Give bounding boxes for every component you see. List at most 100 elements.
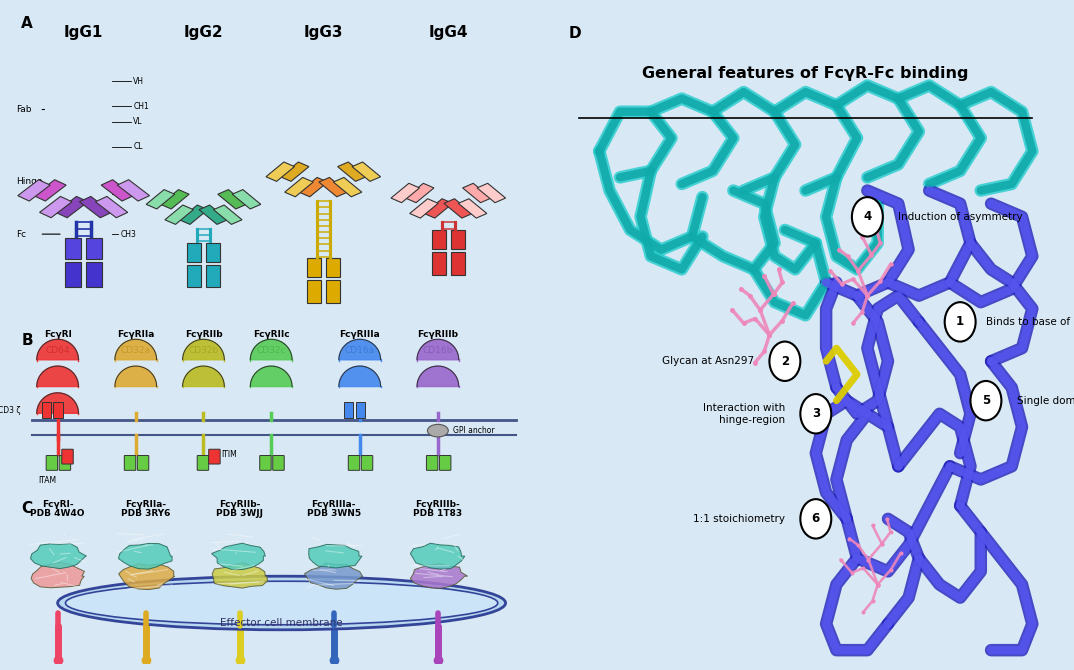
Text: FcγRIIb-: FcγRIIb- xyxy=(219,500,261,509)
Polygon shape xyxy=(183,366,224,387)
FancyBboxPatch shape xyxy=(260,456,271,470)
Polygon shape xyxy=(409,199,438,218)
Polygon shape xyxy=(115,366,157,387)
Polygon shape xyxy=(391,184,420,202)
Polygon shape xyxy=(40,196,72,218)
FancyBboxPatch shape xyxy=(426,456,438,470)
Text: D: D xyxy=(568,26,581,42)
Polygon shape xyxy=(56,196,88,218)
Polygon shape xyxy=(212,543,265,570)
Text: CL: CL xyxy=(133,143,143,151)
Text: A: A xyxy=(21,16,33,31)
Polygon shape xyxy=(410,543,465,569)
Text: Hinge: Hinge xyxy=(16,177,43,186)
Polygon shape xyxy=(432,230,446,249)
FancyBboxPatch shape xyxy=(46,456,58,470)
FancyBboxPatch shape xyxy=(439,456,451,470)
Text: FcγRI-: FcγRI- xyxy=(42,500,73,509)
Polygon shape xyxy=(165,205,193,224)
Polygon shape xyxy=(33,180,67,201)
Polygon shape xyxy=(183,339,224,360)
Polygon shape xyxy=(79,196,112,218)
Text: CD64: CD64 xyxy=(45,346,70,354)
Polygon shape xyxy=(161,190,189,209)
Text: PDB 1T83: PDB 1T83 xyxy=(413,509,463,517)
Circle shape xyxy=(800,499,831,539)
Text: FcγRIIIa: FcγRIIIa xyxy=(339,330,380,339)
Polygon shape xyxy=(199,205,228,224)
Text: IgG4: IgG4 xyxy=(429,25,468,40)
Polygon shape xyxy=(86,238,102,259)
Polygon shape xyxy=(31,562,85,588)
Polygon shape xyxy=(101,180,133,201)
Polygon shape xyxy=(115,339,157,360)
Polygon shape xyxy=(444,199,473,218)
FancyBboxPatch shape xyxy=(62,449,73,464)
Text: FcγRIIa: FcγRIIa xyxy=(117,330,155,339)
Polygon shape xyxy=(187,265,201,287)
Text: 1: 1 xyxy=(956,316,964,328)
Text: Fc: Fc xyxy=(16,230,26,239)
FancyBboxPatch shape xyxy=(137,456,149,470)
Text: PDB 3WJJ: PDB 3WJJ xyxy=(217,509,263,517)
FancyBboxPatch shape xyxy=(59,456,71,470)
FancyBboxPatch shape xyxy=(273,456,285,470)
Text: Fab: Fab xyxy=(16,105,31,114)
Polygon shape xyxy=(432,252,446,275)
Polygon shape xyxy=(266,162,294,182)
Text: FcγRIIb: FcγRIIb xyxy=(185,330,222,339)
Text: FcγRIIa-: FcγRIIa- xyxy=(126,500,166,509)
Text: PDB 3WN5: PDB 3WN5 xyxy=(307,509,361,517)
Polygon shape xyxy=(18,180,50,201)
Bar xyxy=(42,402,52,418)
Text: General features of FcγR-Fc binding: General features of FcγR-Fc binding xyxy=(642,66,969,81)
Circle shape xyxy=(945,302,975,342)
Polygon shape xyxy=(339,339,380,360)
Text: B: B xyxy=(21,333,33,348)
FancyBboxPatch shape xyxy=(348,456,360,470)
Polygon shape xyxy=(218,190,246,209)
Polygon shape xyxy=(417,339,459,360)
Polygon shape xyxy=(417,366,459,387)
Text: IgG2: IgG2 xyxy=(184,25,223,40)
Circle shape xyxy=(769,342,800,381)
Circle shape xyxy=(852,197,883,237)
Polygon shape xyxy=(118,543,172,569)
Text: 3: 3 xyxy=(812,407,819,420)
Polygon shape xyxy=(325,259,339,277)
Polygon shape xyxy=(410,563,467,588)
Text: C: C xyxy=(21,501,32,516)
Text: Glycan at Asn297: Glycan at Asn297 xyxy=(662,356,754,366)
Ellipse shape xyxy=(427,424,448,437)
Polygon shape xyxy=(250,339,292,360)
Polygon shape xyxy=(118,563,175,590)
Polygon shape xyxy=(459,199,487,218)
Text: FcγRIIIb: FcγRIIIb xyxy=(418,330,459,339)
Text: FcγRIIc: FcγRIIc xyxy=(252,330,290,339)
Text: CD32b: CD32b xyxy=(188,346,219,354)
Text: ITIM: ITIM xyxy=(221,450,237,460)
Polygon shape xyxy=(463,184,491,202)
Polygon shape xyxy=(117,180,149,201)
Polygon shape xyxy=(477,184,506,202)
Text: Binds to base of Fc: Binds to base of Fc xyxy=(986,317,1074,327)
Text: 5: 5 xyxy=(982,394,990,407)
Text: CD16b: CD16b xyxy=(423,346,453,354)
Text: 4: 4 xyxy=(863,210,871,223)
Text: PDB 4W4O: PDB 4W4O xyxy=(30,509,85,517)
Polygon shape xyxy=(451,252,465,275)
Polygon shape xyxy=(285,178,314,197)
Polygon shape xyxy=(146,190,175,209)
Polygon shape xyxy=(66,238,81,259)
Polygon shape xyxy=(280,162,309,182)
Text: FcγRIIIb-: FcγRIIIb- xyxy=(416,500,461,509)
Polygon shape xyxy=(86,262,102,287)
Polygon shape xyxy=(206,243,220,262)
Polygon shape xyxy=(66,262,81,287)
Circle shape xyxy=(971,381,1001,420)
Bar xyxy=(54,402,62,418)
FancyBboxPatch shape xyxy=(125,456,135,470)
Text: IgG3: IgG3 xyxy=(304,25,343,40)
Polygon shape xyxy=(300,178,328,197)
FancyBboxPatch shape xyxy=(361,456,373,470)
